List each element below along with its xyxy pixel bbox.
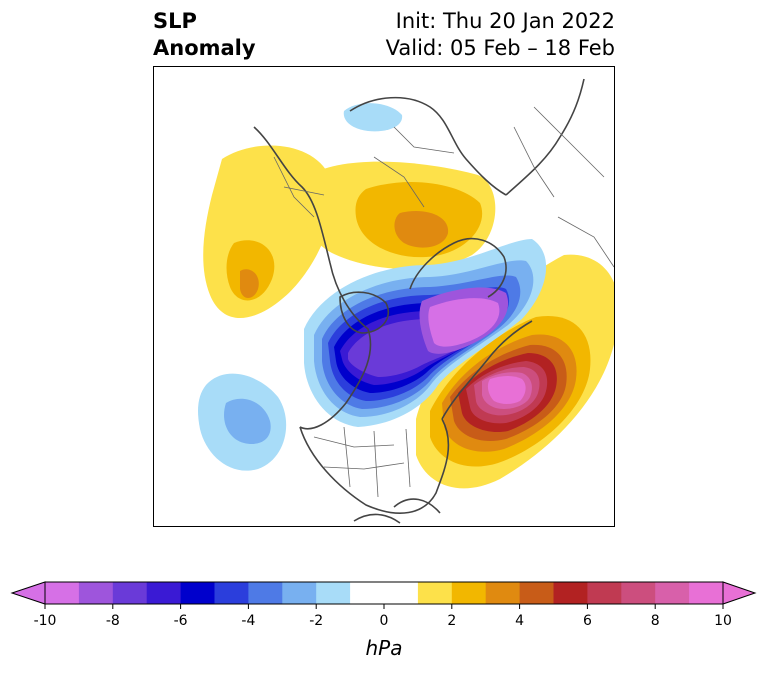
colorbar-swatches xyxy=(10,581,757,605)
forecast-dates: Init: Thu 20 Jan 2022 Valid: 05 Feb – 18… xyxy=(386,8,615,62)
colorbar-swatch xyxy=(316,582,351,604)
positive-anomaly-pacific xyxy=(203,145,334,319)
coastlines xyxy=(253,78,585,524)
positive-anomaly-siberia xyxy=(301,161,496,270)
colorbar-swatch xyxy=(485,582,521,604)
positive-anomaly-atlantic xyxy=(416,254,614,489)
colorbar-tick-label: -10 xyxy=(34,613,57,629)
negative-anomaly-arctic xyxy=(304,239,547,427)
colorbar-swatch xyxy=(587,582,622,604)
colorbar-units-label: hPa xyxy=(365,636,403,660)
colorbar-swatch xyxy=(350,582,385,604)
title-line-1: SLP xyxy=(153,9,197,33)
init-date-label: Init: Thu 20 Jan 2022 xyxy=(395,9,615,33)
colorbar-tick-label: 4 xyxy=(515,613,524,629)
colorbar-tick-label: 6 xyxy=(583,613,592,629)
colorbar-swatch xyxy=(451,582,487,604)
colorbar-swatch xyxy=(214,582,249,604)
colorbar-swatch xyxy=(417,582,453,604)
colorbar-tick-label: -4 xyxy=(241,613,255,629)
chart-title: SLP Anomaly xyxy=(153,8,256,62)
title-line-2: Anomaly xyxy=(153,36,256,60)
valid-date-label: Valid: 05 Feb – 18 Feb xyxy=(385,36,615,60)
negative-anomaly-pacific xyxy=(198,373,287,471)
colorbar-tick-label: 2 xyxy=(447,613,456,629)
colorbar-under-extension xyxy=(10,581,46,605)
colorbar-tick-label: 8 xyxy=(651,613,660,629)
anomaly-map xyxy=(154,67,614,526)
negative-anomaly-europe xyxy=(343,103,403,132)
colorbar-tick-label: 10 xyxy=(714,613,732,629)
colorbar-tick-label: 0 xyxy=(380,613,389,629)
colorbar-swatch xyxy=(553,582,588,604)
colorbar-ticks: -10 -8 -6 -4 -2 0 2 4 6 8 10 xyxy=(34,604,732,629)
colorbar-swatch xyxy=(655,582,690,604)
colorbar-swatch xyxy=(248,582,283,604)
colorbar-tick-label: -2 xyxy=(309,613,323,629)
map-panel xyxy=(153,66,615,527)
political-borders xyxy=(273,106,614,498)
colorbar-over-extension xyxy=(722,581,757,605)
colorbar-swatch xyxy=(282,582,317,604)
colorbar-swatch xyxy=(78,582,114,604)
colorbar-tick-label: -6 xyxy=(174,613,188,629)
colorbar-swatch xyxy=(689,582,724,604)
colorbar-swatch xyxy=(519,582,555,604)
colorbar: -10 -8 -6 -4 -2 0 2 4 6 8 10 xyxy=(10,581,757,629)
colorbar-swatch xyxy=(621,582,656,604)
colorbar-swatch xyxy=(384,582,419,604)
colorbar-tick-label: -8 xyxy=(106,613,120,629)
colorbar-swatch xyxy=(146,582,182,604)
colorbar-swatch xyxy=(180,582,216,604)
colorbar-swatch xyxy=(45,582,80,604)
colorbar-swatch xyxy=(112,582,148,604)
